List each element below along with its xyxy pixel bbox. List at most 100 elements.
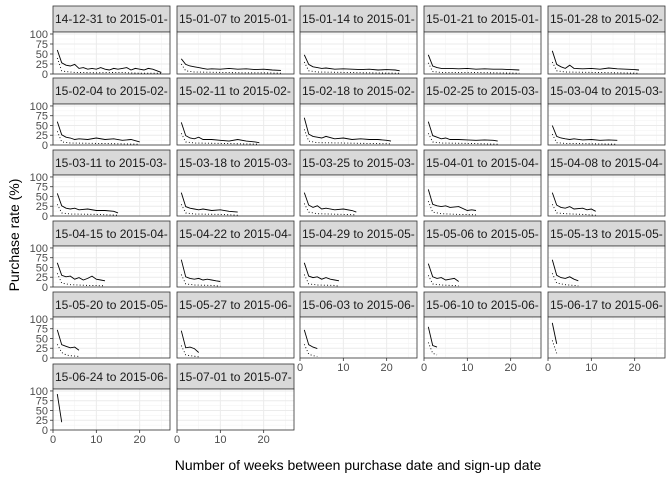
- facet-strip: [299, 5, 418, 33]
- facet-strip: [547, 5, 666, 33]
- panel-background: [177, 175, 294, 216]
- panel-background: [177, 317, 294, 358]
- facet-panel: 15-02-25 to 2015-03-: [423, 77, 542, 146]
- y-tick-label: 50: [36, 333, 48, 345]
- y-tick-label: 0: [42, 211, 48, 223]
- panel-border: [547, 174, 666, 217]
- x-tick-label: 20: [629, 362, 641, 374]
- facet-strip-label: 15-03-11 to 2015-03-: [55, 156, 167, 170]
- series-line-solid: [551, 50, 640, 71]
- x-tick-label: 20: [505, 362, 517, 374]
- facet-strip: [423, 149, 542, 176]
- facet-strip-label: 15-03-04 to 2015-03-: [550, 84, 663, 98]
- y-tick-label: 25: [36, 415, 48, 427]
- panel-border: [423, 174, 542, 217]
- facet-strip-label: 15-07-01 to 2015-07-: [179, 370, 292, 384]
- y-tick-label: 100: [30, 314, 48, 326]
- panel-background: [53, 246, 170, 287]
- panel-background: [177, 389, 294, 430]
- facet-panel: 15-04-29 to 2015-05-: [299, 220, 418, 288]
- panel-border: [299, 245, 418, 288]
- y-tick-label: 100: [30, 386, 48, 398]
- panel-border: [52, 103, 171, 146]
- facet-panel: 15-05-27 to 2015-06-: [176, 291, 295, 359]
- panel-background: [424, 317, 541, 358]
- facet-strip-label: 15-02-25 to 2015-03-: [426, 84, 539, 98]
- series-line-dotted: [180, 204, 238, 216]
- y-tick-label: 0: [42, 282, 48, 294]
- facet-strip-label: 15-05-20 to 2015-05-: [55, 298, 168, 312]
- x-tick-label: 0: [297, 362, 303, 374]
- series-line-solid: [303, 54, 400, 72]
- facet-panel: 15-07-01 to 2015-07- 0 10 20: [174, 363, 295, 446]
- facet-strip-label: 15-02-11 to 2015-02-: [179, 84, 291, 98]
- series-line-solid: [303, 192, 357, 213]
- x-tick-label: 10: [90, 434, 102, 446]
- facet-strip-label: 14-12-31 to 2015-01-: [55, 12, 168, 26]
- series-line-solid: [180, 58, 282, 71]
- facet-strip-label: 15-01-07 to 2015-01-: [179, 12, 292, 26]
- facet-panel: 15-03-18 to 2015-03-: [176, 149, 295, 217]
- series-line-dotted: [427, 133, 498, 145]
- x-tick-label: 10: [214, 434, 226, 446]
- facet-strip-label: 15-03-18 to 2015-03-: [179, 156, 292, 170]
- facet-panel: 15-02-18 to 2015-02-: [299, 77, 418, 146]
- facet-strip: [547, 77, 666, 105]
- x-tick-label: 20: [381, 362, 393, 374]
- x-tick-label: 0: [174, 434, 180, 446]
- panel-background: [548, 175, 665, 216]
- y-tick-label: 75: [36, 396, 48, 408]
- series-line-solid: [180, 259, 221, 282]
- panel-border: [423, 245, 542, 288]
- panel-border: [423, 31, 542, 75]
- panel-background: [548, 246, 665, 287]
- series-line-dotted: [303, 344, 318, 357]
- panel-border: [176, 31, 295, 75]
- panel-background: [424, 32, 541, 74]
- facet-strip-label: 15-02-04 to 2015-02-: [55, 84, 168, 98]
- panel-border: [547, 103, 666, 146]
- facet-panel: 15-04-08 to 2015-04-: [547, 149, 666, 217]
- series-line-solid: [180, 192, 238, 213]
- facet-strip: [423, 291, 542, 318]
- series-line-dotted: [551, 204, 596, 216]
- facet-strip-label: 15-04-01 to 2015-04-: [426, 156, 539, 170]
- y-tick-label: 100: [30, 29, 48, 41]
- panel-border: [299, 103, 418, 146]
- facet-panel: 15-02-11 to 2015-02-: [176, 77, 295, 146]
- facet-strip-label: 15-04-29 to 2015-05-: [302, 227, 415, 241]
- y-tick-label: 25: [36, 343, 48, 355]
- series-line-solid: [56, 193, 119, 214]
- panel-background: [424, 246, 541, 287]
- facet-strip-label: 15-06-17 to 2015-06-: [550, 298, 663, 312]
- y-tick-label: 25: [36, 201, 48, 213]
- series-line-solid: [180, 330, 199, 353]
- y-tick-label: 75: [36, 39, 48, 51]
- y-tick-label: 50: [36, 120, 48, 132]
- y-tick-label: 100: [30, 101, 48, 113]
- y-tick-label: 100: [30, 172, 48, 184]
- facet-strip-label: 15-05-13 to 2015-05-: [550, 227, 663, 241]
- facet-strip-label: 15-05-06 to 2015-05-: [426, 227, 539, 241]
- y-tick-label: 50: [36, 262, 48, 274]
- y-tick-label: 100: [30, 243, 48, 255]
- facet-strip-label: 15-04-15 to 2015-04-: [55, 227, 168, 241]
- facet-strip: [176, 291, 295, 318]
- facet-panel: 15-05-13 to 2015-05-: [547, 220, 666, 288]
- series-line-solid: [56, 121, 140, 143]
- panel-border: [547, 245, 666, 288]
- series-line-solid: [427, 121, 498, 142]
- series-line-solid: [56, 262, 106, 282]
- y-tick-label: 75: [36, 182, 48, 194]
- series-line-dotted: [56, 273, 106, 287]
- panel-background: [53, 389, 170, 430]
- panel-border: [299, 316, 418, 359]
- x-tick-label: 0: [421, 362, 427, 374]
- x-tick-label: 10: [461, 362, 473, 374]
- panel-border: [299, 31, 418, 75]
- facet-panel: 15-03-04 to 2015-03-: [547, 77, 666, 146]
- panel-background: [53, 317, 170, 358]
- facet-strip: [52, 5, 171, 33]
